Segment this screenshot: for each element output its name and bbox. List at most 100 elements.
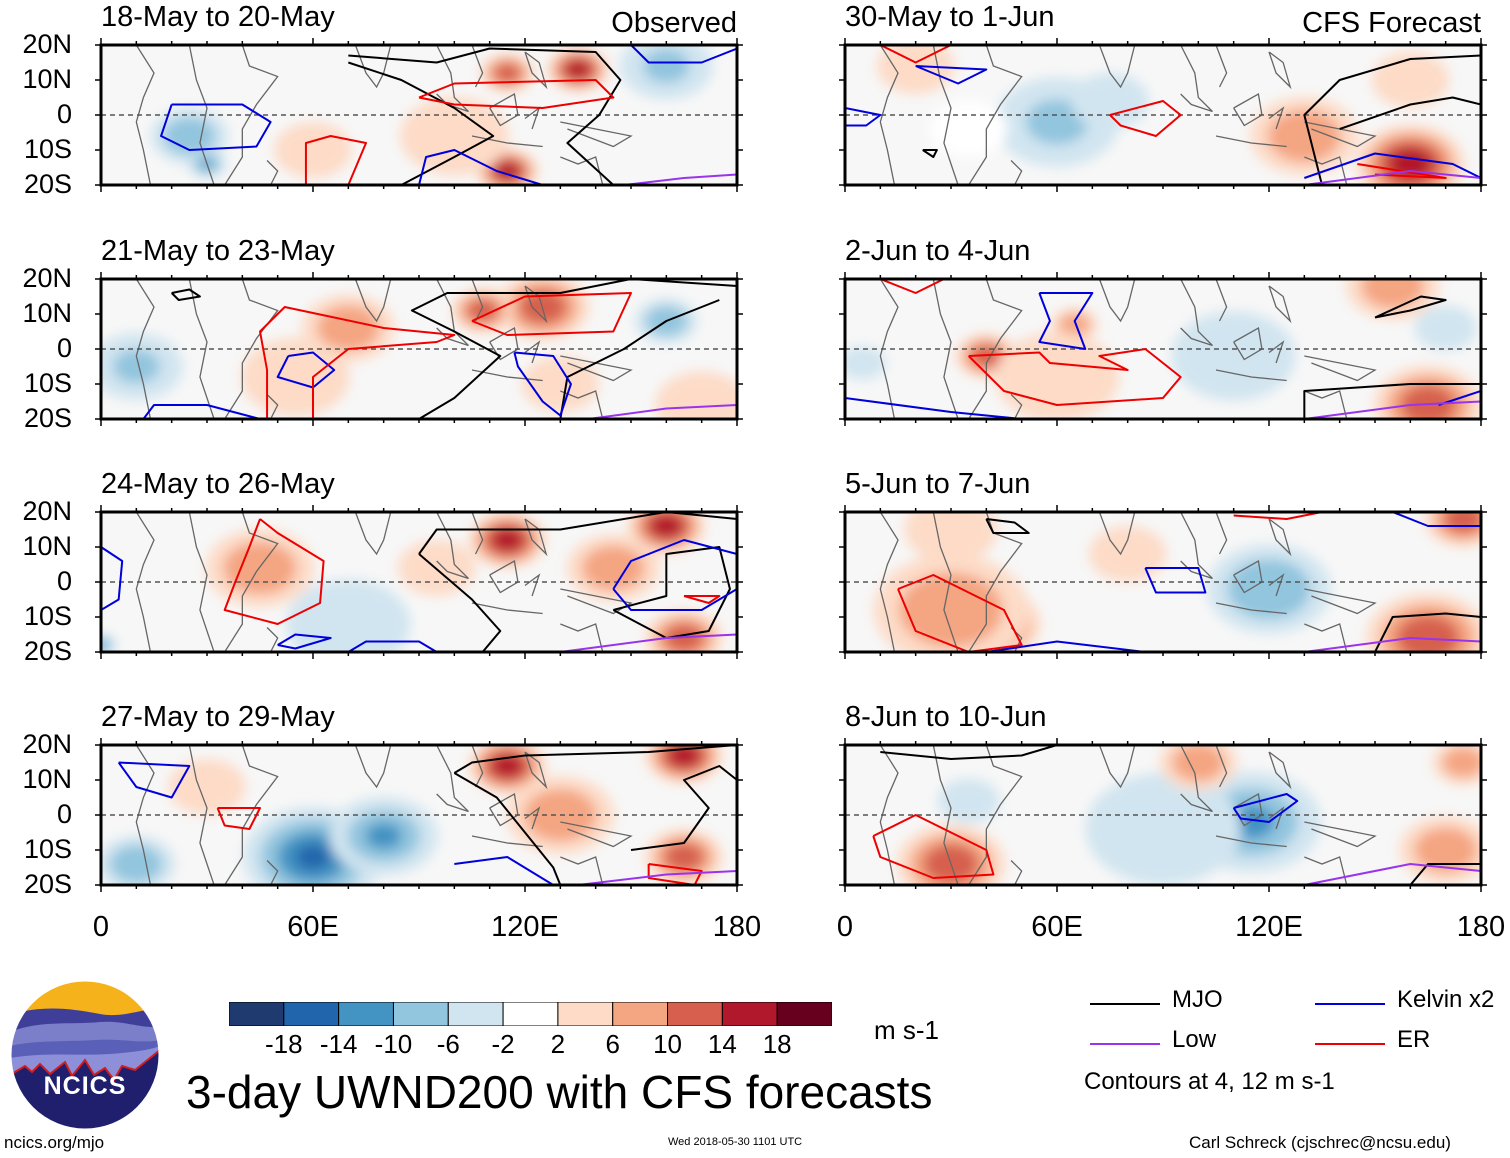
- kelvin-contour: [1392, 512, 1481, 527]
- colorbar-units: m s-1: [874, 1015, 939, 1045]
- wind-anomaly-shading: [571, 65, 585, 74]
- low-frequency-contour: [588, 404, 737, 419]
- map-panel-plot: [839, 738, 1487, 892]
- y-tick-label: 20S: [23, 869, 72, 899]
- coastline: [1304, 821, 1377, 848]
- coastline: [188, 45, 215, 185]
- map-panel-plot: [839, 38, 1487, 192]
- wind-anomaly-shading: [1430, 838, 1462, 862]
- wind-anomaly-shading: [1390, 66, 1430, 94]
- er-contour: [897, 574, 1023, 652]
- coastline-outlines: [879, 512, 1377, 652]
- map-panel-plot: [95, 505, 743, 659]
- wind-anomaly-shading: [176, 126, 203, 146]
- coastline: [879, 745, 899, 885]
- wind-anomaly-shading: [1377, 279, 1409, 298]
- kelvin-contour: [454, 856, 554, 885]
- colorbar-swatch: [667, 1001, 723, 1027]
- wind-anomaly-shading: [101, 637, 112, 652]
- coastline: [560, 390, 604, 419]
- wind-anomaly-shading: [597, 556, 629, 580]
- low-frequency-contour: [623, 173, 737, 185]
- coastline: [266, 160, 279, 185]
- wind-anomaly-shading: [500, 68, 515, 78]
- coastline: [560, 355, 633, 382]
- colorbar-tick-label: 2: [550, 1029, 566, 1059]
- colorbar-tick-label: -14: [319, 1029, 358, 1059]
- coastline: [968, 279, 1023, 419]
- er-contour: [967, 348, 1182, 406]
- coastline: [560, 856, 604, 885]
- coastline: [436, 745, 469, 813]
- y-tick-label: 0: [56, 799, 72, 829]
- legend-swatch: [1315, 1003, 1385, 1005]
- colorbar-swatch: [447, 1001, 504, 1027]
- mjo-contour: [1374, 612, 1481, 652]
- map-panel: [95, 38, 743, 192]
- kelvin-contour: [845, 107, 882, 127]
- coastline: [135, 512, 155, 652]
- coastline: [354, 745, 392, 789]
- coastline: [224, 512, 279, 652]
- kelvin-contour: [513, 351, 572, 417]
- mjo-contour: [1374, 295, 1447, 319]
- wind-anomaly-shading: [678, 388, 725, 419]
- x-tick-label: 180: [1456, 911, 1506, 943]
- y-tick-label: 0: [56, 99, 72, 129]
- map-panel: [839, 272, 1487, 426]
- coastline: [1268, 51, 1292, 90]
- x-tick-label: 180: [712, 911, 762, 943]
- coastline: [1304, 355, 1377, 382]
- er-contour: [216, 807, 261, 830]
- legend-swatch: [1315, 1043, 1385, 1045]
- panel-title: 2-Jun to 4-Jun: [845, 235, 1031, 267]
- wind-anomaly-shading: [241, 554, 279, 582]
- low-frequency-contour: [560, 633, 737, 652]
- x-tick-label: 60E: [287, 911, 339, 943]
- coastline: [1180, 279, 1213, 347]
- coastline: [560, 821, 633, 848]
- colorbar-swatch: [338, 1001, 394, 1027]
- mjo-contour: [418, 553, 502, 652]
- wind-anomaly-shading: [499, 760, 516, 772]
- wind-anomaly-shading: [113, 349, 160, 384]
- kelvin-contour: [1038, 292, 1094, 350]
- er-contour: [1357, 163, 1447, 179]
- coastline: [224, 279, 279, 419]
- coastline: [1010, 860, 1023, 885]
- wind-anomaly-shading: [540, 370, 580, 398]
- coastline: [879, 279, 899, 419]
- legend-label: Kelvin x2: [1397, 986, 1495, 1013]
- coastline: [524, 806, 541, 830]
- colorbar-swatch: [721, 1001, 778, 1027]
- coastline: [436, 512, 469, 580]
- wind-anomaly-shading: [365, 822, 402, 850]
- y-tick-label: 20S: [23, 403, 72, 433]
- legend-note: Contours at 4, 12 m s-1: [1084, 1068, 1335, 1095]
- wind-anomaly-shading: [1286, 122, 1323, 150]
- x-tick-label: 120E: [1235, 911, 1303, 943]
- panel-tag: Observed: [611, 7, 737, 39]
- er-contour: [879, 279, 945, 294]
- mjo-contour: [880, 745, 1058, 760]
- colorbar-swatch: [228, 1001, 285, 1027]
- y-tick-label: 10S: [23, 834, 72, 864]
- coastline: [1180, 512, 1213, 580]
- coastline: [1180, 745, 1213, 813]
- panel-title: 27-May to 29-May: [101, 701, 335, 733]
- map-panel-plot: [839, 272, 1487, 426]
- coastline: [1215, 602, 1287, 615]
- map-panel-plot: [95, 38, 743, 192]
- er-contour: [872, 814, 995, 879]
- coastline: [135, 45, 155, 185]
- coastline: [1268, 751, 1292, 790]
- logo-text: NCICS: [43, 1072, 127, 1100]
- coastline: [560, 623, 604, 652]
- wind-anomaly-shading: [1025, 354, 1089, 400]
- coastline: [1268, 340, 1285, 364]
- legend-label: MJO: [1172, 986, 1223, 1013]
- coastline: [1215, 835, 1287, 848]
- colorbar-tick-label: -10: [374, 1029, 413, 1059]
- coastline-outlines: [135, 512, 633, 652]
- coastline: [354, 45, 392, 89]
